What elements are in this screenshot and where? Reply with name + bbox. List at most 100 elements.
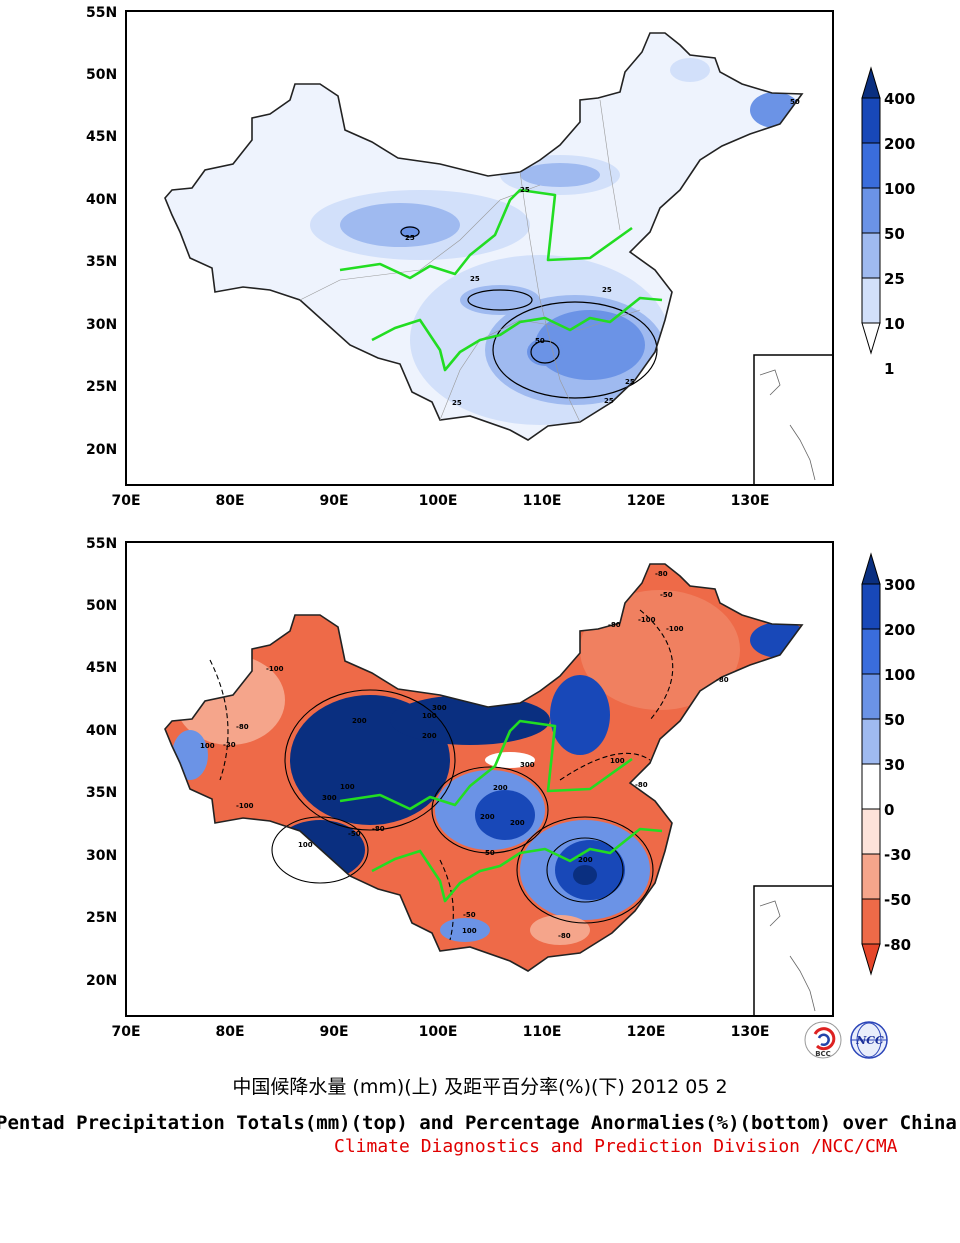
bottom-contour-label: 300: [322, 794, 337, 802]
svg-text:25N: 25N: [86, 379, 117, 395]
bottom-contour-label: 100: [422, 712, 437, 720]
ncc-logo: NCC: [850, 1021, 888, 1059]
colorbar-swatch: [861, 673, 881, 720]
bottom-contour-label: 200: [422, 732, 437, 740]
svg-text:130E: 130E: [731, 493, 770, 509]
colorbar-swatch: [861, 853, 881, 900]
bottom-contour-label: 100: [298, 841, 313, 849]
svg-text:NCC: NCC: [855, 1034, 884, 1047]
bottom-contour-label: 200: [510, 819, 525, 827]
bcc-logo: BCC: [804, 1021, 842, 1059]
svg-text:130E: 130E: [731, 1024, 770, 1040]
colorbar-bottom-arrow: [861, 322, 881, 355]
bottom-contour-label: 300: [520, 761, 535, 769]
bottom-map-panel: -100 -80 -50 -100 -80 -80 -80 300 100 20…: [86, 536, 915, 1040]
bottom-contour-label: 300: [432, 704, 447, 712]
bottom-contours: [209, 609, 674, 941]
caption-organization: Climate Diagnostics and Prediction Divis…: [334, 1136, 898, 1157]
bottom-contour-label: 200: [493, 784, 508, 792]
svg-text:35N: 35N: [86, 785, 117, 801]
bottom-contour-label: 100: [200, 742, 215, 750]
svg-text:55N: 55N: [86, 5, 117, 21]
svg-text:BCC: BCC: [815, 1050, 831, 1058]
bottom-contour-label: -50: [348, 830, 361, 838]
colorbar-label: 100: [884, 666, 915, 684]
colorbar-label: 200: [884, 135, 915, 153]
svg-text:40N: 40N: [86, 723, 117, 739]
bottom-contour-label: -30: [223, 741, 236, 749]
top-map-panel: 50 25 25 25 50 25 25 25 25 55N 50N 45N 4…: [86, 5, 915, 509]
colorbar-label: 100: [884, 180, 915, 198]
caption-chinese: 中国候降水量 (mm)(上) 及距平百分率(%)(下) 2012 05 2: [232, 1076, 728, 1098]
colorbar-swatch: [861, 232, 881, 279]
svg-text:50N: 50N: [86, 598, 117, 614]
colorbar-label: 0: [884, 801, 894, 819]
top-contours: [400, 226, 658, 399]
bottom-contour-label: 100: [462, 927, 477, 935]
bottom-contour-label: -100: [666, 625, 684, 633]
colorbar-label: 1: [884, 360, 894, 378]
colorbar-swatch: [861, 187, 881, 234]
colorbar-top-arrow: [861, 66, 881, 99]
svg-text:70E: 70E: [111, 1024, 140, 1040]
colorbar-swatch: [861, 142, 881, 189]
top-contour-label: 25: [470, 275, 480, 283]
svg-text:120E: 120E: [627, 493, 666, 509]
colorbar-swatch: [861, 808, 881, 855]
maps-svg: 50 25 25 25 50 25 25 25 25 55N 50N 45N 4…: [86, 5, 915, 1040]
top-contour-label: 25: [520, 186, 530, 194]
top-colorbar: 400 200 100 50 25 10 1: [861, 66, 915, 378]
caption-english: Pentad Precipitation Totals(mm)(top) and…: [0, 1112, 957, 1134]
svg-text:120E: 120E: [627, 1024, 666, 1040]
svg-text:20N: 20N: [86, 442, 117, 458]
svg-text:100E: 100E: [419, 1024, 458, 1040]
bottom-contour-labels: -100 -80 -50 -100 -80 -80 -80 300 100 20…: [200, 570, 729, 940]
bottom-contour-label: 200: [480, 813, 495, 821]
bottom-lon-labels: 70E 80E 90E 100E 110E 120E 130E: [111, 1024, 769, 1040]
svg-text:55N: 55N: [86, 536, 117, 552]
colorbar-label: -50: [884, 891, 911, 909]
bottom-contour-label: 200: [352, 717, 367, 725]
bottom-contour-label: -80: [655, 570, 668, 578]
colorbar-swatch: [861, 718, 881, 765]
colorbar-swatch: [861, 763, 881, 810]
svg-text:40N: 40N: [86, 192, 117, 208]
bottom-contour-label: 50: [485, 849, 495, 857]
bottom-contour-label: -50: [660, 591, 673, 599]
bottom-rivers: [339, 719, 663, 903]
bottom-contour-label: 100: [340, 783, 355, 791]
top-inset: [753, 354, 834, 486]
svg-text:50N: 50N: [86, 67, 117, 83]
top-rivers: [339, 188, 663, 372]
top-contour-label: 25: [604, 397, 614, 405]
svg-text:25N: 25N: [86, 910, 117, 926]
colorbar-label: 200: [884, 621, 915, 639]
colorbar-label: 25: [884, 270, 905, 288]
top-lon-labels: 70E 80E 90E 100E 110E 120E 130E: [111, 493, 769, 509]
colorbar-top-arrow: [861, 552, 881, 585]
svg-text:100E: 100E: [419, 493, 458, 509]
bottom-contour-label: -50: [463, 911, 476, 919]
colorbar-label: 30: [884, 756, 905, 774]
bottom-contour-label: -100: [638, 616, 656, 624]
top-contour-label: 25: [625, 378, 635, 386]
colorbar-label: 50: [884, 711, 905, 729]
svg-text:30N: 30N: [86, 848, 117, 864]
colorbar-swatch: [861, 898, 881, 945]
bottom-inset: [753, 885, 834, 1017]
bottom-contour-label: -100: [266, 665, 284, 673]
colorbar-label: 400: [884, 90, 915, 108]
bottom-contour-label: -80: [236, 723, 249, 731]
svg-text:70E: 70E: [111, 493, 140, 509]
bottom-contour-label: 100: [610, 757, 625, 765]
top-lat-labels: 55N 50N 45N 40N 35N 30N 25N 20N: [86, 5, 117, 458]
top-contour-label: 25: [405, 234, 415, 242]
colorbar-swatch: [861, 97, 881, 144]
bottom-contour-label: -100: [236, 802, 254, 810]
svg-text:80E: 80E: [215, 493, 244, 509]
svg-text:35N: 35N: [86, 254, 117, 270]
bottom-contour-label: -80: [608, 621, 621, 629]
top-contour-labels: 50 25 25 25 50 25 25 25 25: [405, 98, 800, 407]
svg-text:110E: 110E: [523, 493, 562, 509]
